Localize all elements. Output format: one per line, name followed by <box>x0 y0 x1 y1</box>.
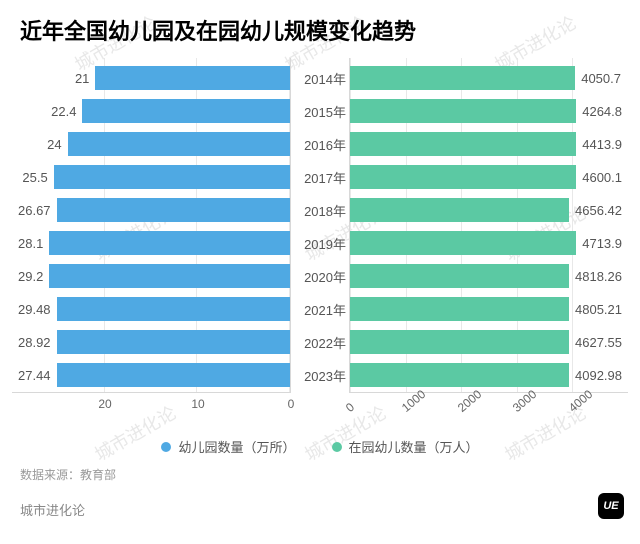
value-label: 21 <box>69 71 95 86</box>
bar-row: 28.92 <box>12 330 290 354</box>
year-label: 2019年 <box>296 234 346 253</box>
legend-item-left: 幼儿园数量（万所） <box>161 437 295 456</box>
value-label: 4805.21 <box>569 302 628 317</box>
value-label: 4264.8 <box>576 104 628 119</box>
year-label: 2020年 <box>296 267 346 286</box>
x-tick-label: 0 <box>288 397 295 411</box>
bar <box>57 297 290 321</box>
brand-logo-icon: UE <box>598 493 624 519</box>
bar <box>68 132 290 156</box>
bar <box>82 99 290 123</box>
bar-row: 4092.982023年 <box>350 363 628 387</box>
charts-container: 21 22.4 24 25.5 26.67 28.1 29.2 29.48 28.92 27.44… <box>0 58 640 429</box>
data-source: 数据来源：教育部 <box>0 466 640 489</box>
year-label: 2017年 <box>296 168 346 187</box>
value-label: 27.44 <box>12 368 57 383</box>
value-label: 26.67 <box>12 203 57 218</box>
bar-row: 24 <box>12 132 290 156</box>
legend-swatch-icon <box>161 442 171 452</box>
value-label: 29.2 <box>12 269 49 284</box>
bar-row: 4656.422018年 <box>350 198 628 222</box>
year-label: 2022年 <box>296 333 346 352</box>
bar-row: 4600.12017年 <box>350 165 628 189</box>
value-label: 4627.55 <box>569 335 628 350</box>
bar-row: 4413.92016年 <box>350 132 628 156</box>
legend: 幼儿园数量（万所） 在园幼儿数量（万人） <box>0 429 640 466</box>
legend-label: 在园幼儿数量（万人） <box>349 437 479 456</box>
bar-row: 29.2 <box>12 264 290 288</box>
right-chart: 4050.72014年 4264.82015年 4413.92016年 4600.12… <box>349 58 628 429</box>
bar-row: 27.44 <box>12 363 290 387</box>
value-label: 4092.98 <box>569 368 628 383</box>
bar-row: 4818.262020年 <box>350 264 628 288</box>
value-label: 25.5 <box>16 170 53 185</box>
value-label: 4050.7 <box>575 71 627 86</box>
year-label: 2021年 <box>296 300 346 319</box>
bar <box>57 363 290 387</box>
bar <box>350 363 569 387</box>
bar-row: 21 <box>12 66 290 90</box>
value-label: 4818.26 <box>569 269 628 284</box>
left-chart: 21 22.4 24 25.5 26.67 28.1 29.2 29.48 28.92 27.44… <box>12 58 291 429</box>
bar-row: 29.48 <box>12 297 290 321</box>
bar-row: 25.5 <box>12 165 290 189</box>
bar <box>95 66 290 90</box>
bar <box>57 330 290 354</box>
bar <box>350 66 575 90</box>
chart-title: 近年全国幼儿园及在园幼儿规模变化趋势 <box>0 0 640 58</box>
bar <box>350 132 576 156</box>
year-label: 2018年 <box>296 201 346 220</box>
x-tick-label: 0 <box>343 400 357 415</box>
bar-row: 4264.82015年 <box>350 99 628 123</box>
value-label: 4713.9 <box>576 236 628 251</box>
legend-swatch-icon <box>332 442 342 452</box>
bar <box>350 264 569 288</box>
bar <box>350 231 576 255</box>
brand-name: 城市进化论 <box>20 500 85 519</box>
bar <box>57 198 290 222</box>
value-label: 24 <box>41 137 67 152</box>
value-label: 22.4 <box>45 104 82 119</box>
x-tick-label: 10 <box>191 397 204 411</box>
year-label: 2015年 <box>296 102 346 121</box>
bar <box>350 99 576 123</box>
bar <box>350 297 569 321</box>
bar-row: 26.67 <box>12 198 290 222</box>
legend-item-right: 在园幼儿数量（万人） <box>332 437 479 456</box>
bar-row: 4050.72014年 <box>350 66 628 90</box>
bar-row: 28.1 <box>12 231 290 255</box>
bar-row: 4627.552022年 <box>350 330 628 354</box>
year-label: 2016年 <box>296 135 346 154</box>
value-label: 28.1 <box>12 236 49 251</box>
value-label: 4600.1 <box>576 170 628 185</box>
bar-row: 22.4 <box>12 99 290 123</box>
bar-row: 4805.212021年 <box>350 297 628 321</box>
bar <box>49 231 290 255</box>
bar <box>54 165 290 189</box>
value-label: 28.92 <box>12 335 57 350</box>
year-label: 2014年 <box>296 69 346 88</box>
value-label: 4656.42 <box>569 203 628 218</box>
bar-row: 4713.92019年 <box>350 231 628 255</box>
value-label: 29.48 <box>12 302 57 317</box>
legend-label: 幼儿园数量（万所） <box>178 437 295 456</box>
bar <box>49 264 290 288</box>
year-label: 2023年 <box>296 366 346 385</box>
bar <box>350 165 576 189</box>
value-label: 4413.9 <box>576 137 628 152</box>
x-tick-label: 20 <box>98 397 111 411</box>
bar <box>350 198 569 222</box>
bar <box>350 330 569 354</box>
